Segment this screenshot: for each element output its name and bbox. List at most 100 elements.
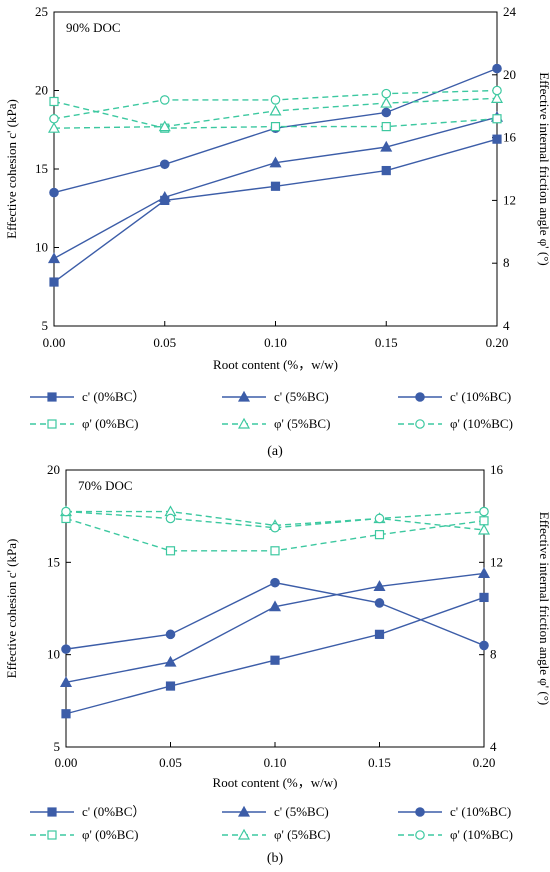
x-tick-label: 0.10 [264, 755, 287, 770]
legend-marker [415, 830, 425, 840]
data-point [159, 159, 170, 170]
data-point [159, 95, 170, 105]
plot-frame [53, 11, 498, 327]
legend-marker [47, 392, 57, 402]
data-point [49, 113, 59, 124]
x-tick-label: 0.10 [264, 335, 287, 350]
legend-label: φ' (0%BC) [82, 416, 138, 431]
legend-entry: φ' (10%BC) [398, 827, 513, 842]
data-point [374, 629, 385, 639]
data-point [270, 122, 281, 132]
data-point [49, 187, 59, 198]
y-right-tick-label: 4 [503, 318, 510, 333]
legend-marker [415, 392, 425, 402]
y-left-tick-label: 15 [47, 554, 60, 569]
data-point [381, 88, 392, 99]
data-point [158, 120, 171, 132]
data-point [270, 577, 280, 588]
legend-label: φ' (5%BC) [274, 827, 330, 842]
data-point [492, 85, 502, 96]
data-point [61, 644, 71, 654]
data-point [269, 156, 282, 168]
series-cohesion-square [61, 592, 489, 719]
data-point [492, 114, 502, 124]
data-point [49, 96, 59, 107]
data-point [381, 122, 391, 132]
x-axis-label: Root content (%，w/w) [213, 775, 338, 790]
series-cohesion-square [49, 134, 502, 287]
legend-label: φ' (10%BC) [450, 827, 513, 842]
panel-label: (b) [267, 851, 284, 866]
data-point [479, 592, 489, 603]
data-point [373, 580, 386, 591]
y-left-tick-label: 5 [54, 739, 61, 754]
data-point [270, 95, 281, 105]
legend-label: c' (10%BC) [450, 389, 511, 404]
data-point [479, 516, 489, 526]
legend-label: c' (0%BC） [82, 389, 145, 404]
y-left-axis-label: Effective cohesion c' (kPa) [4, 539, 19, 679]
y-left-tick-label: 20 [47, 462, 60, 477]
chart-panel-a: 5 10 15 20 25 4 8 12 16 20 24 0.00 0.05 0.10 0.15 0.20 R… [4, 4, 550, 459]
legend-label: φ' (10%BC) [450, 416, 513, 431]
legend-label: φ' (0%BC) [82, 827, 138, 842]
y-left-tick-label: 15 [35, 161, 48, 176]
legend-entry: c' (10%BC) [398, 804, 511, 819]
legend-entry: c' (0%BC） [30, 804, 145, 819]
series-line [65, 596, 485, 715]
doc-annotation: 90% DOC [66, 20, 121, 35]
y-right-tick-label: 4 [490, 739, 497, 754]
x-tick-label: 0.15 [375, 335, 398, 350]
series-cohesion-triangle [59, 567, 491, 687]
y-right-tick-label: 24 [503, 4, 517, 19]
legend-label: c' (5%BC) [274, 804, 329, 819]
y-right-tick-label: 8 [503, 255, 510, 270]
series-line [65, 581, 485, 650]
y-left-tick-label: 10 [35, 240, 48, 255]
data-point [374, 530, 385, 540]
data-point [492, 63, 502, 74]
legend-marker [415, 419, 425, 429]
data-point [270, 546, 280, 556]
data-point [374, 598, 385, 608]
legend-marker [237, 805, 251, 817]
legend-entry: c' (10%BC) [398, 389, 511, 404]
legend-label: c' (10%BC) [450, 804, 511, 819]
series-cohesion-circle [61, 577, 489, 654]
data-point [380, 96, 393, 108]
y-right-tick-label: 20 [503, 67, 516, 82]
y-left-tick-label: 25 [35, 4, 48, 19]
legend-marker [47, 830, 57, 840]
doc-annotation: 70% DOC [78, 478, 133, 493]
x-axis-label: Root content (%，w/w) [213, 357, 338, 372]
series-line [65, 572, 485, 684]
data-point [165, 681, 176, 691]
legend-entry: φ' (0%BC) [30, 827, 138, 842]
legend-marker [47, 419, 57, 429]
data-point [59, 676, 73, 687]
y-left-tick-label: 5 [42, 318, 49, 333]
data-point [374, 513, 385, 524]
series-cohesion-triangle [47, 110, 504, 264]
legend-label: φ' (5%BC) [274, 416, 330, 431]
legend-entry: φ' (5%BC) [222, 416, 330, 431]
y-left-axis-label: Effective cohesion c' (kPa) [4, 99, 19, 239]
data-point [492, 134, 502, 144]
data-point [477, 567, 491, 579]
data-point [381, 107, 392, 118]
legend-label: c' (0%BC） [82, 804, 145, 819]
y-right-tick-label: 16 [490, 462, 504, 477]
data-point [479, 506, 489, 517]
y-right-axis-label: Effective internal friction angle φ' (°) [537, 512, 550, 705]
legend-entry: c' (5%BC) [222, 389, 329, 404]
legend-label: c' (5%BC) [274, 389, 329, 404]
data-point [165, 513, 176, 524]
series-friction-circle [61, 506, 489, 533]
data-point [158, 191, 171, 202]
legend-marker [47, 807, 57, 817]
data-point [381, 165, 391, 176]
legend-entry: c' (0%BC） [30, 389, 145, 404]
x-tick-label: 0.20 [473, 755, 496, 770]
data-point [164, 655, 177, 667]
